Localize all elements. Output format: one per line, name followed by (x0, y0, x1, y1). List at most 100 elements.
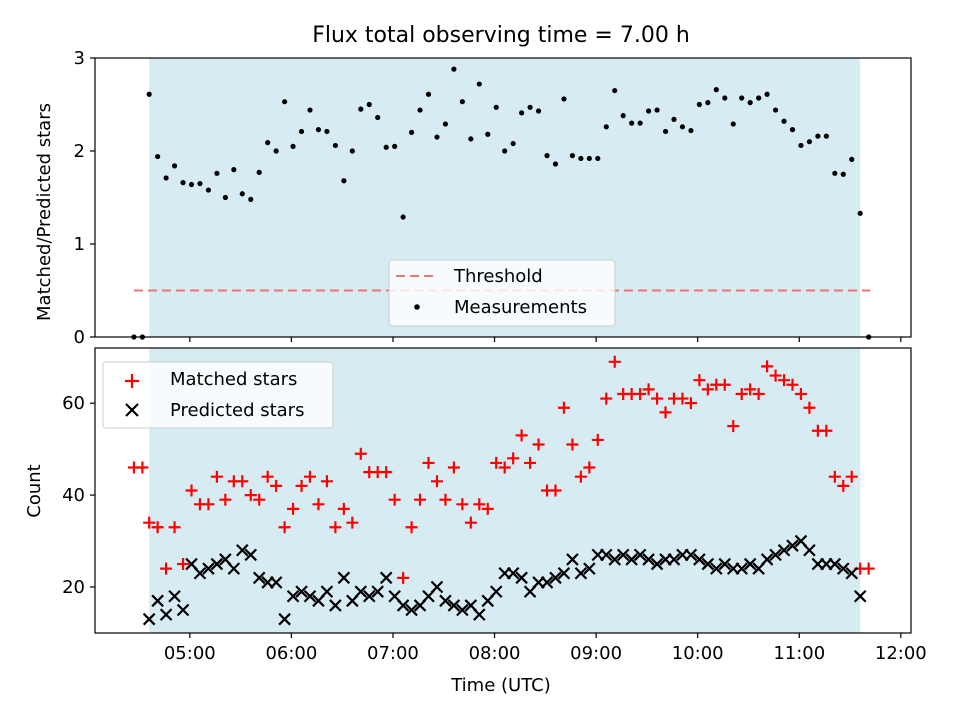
x-tick-label: 06:00 (265, 643, 317, 664)
legend-predicted-swatch (125, 403, 139, 417)
predicted-star-point (853, 589, 867, 603)
matched-star-point (498, 461, 511, 474)
matched-star-point (651, 392, 664, 405)
predicted-star-point (549, 571, 562, 585)
measurement-point (434, 134, 440, 140)
matched-star-point (845, 470, 858, 483)
predicted-star-point (760, 553, 774, 566)
predicted-star-point (168, 589, 181, 603)
matched-star-point (151, 521, 164, 534)
measurement-point (180, 180, 186, 186)
matched-star-point (549, 484, 562, 497)
measurement-point (451, 66, 457, 72)
predicted-star-point (506, 566, 520, 580)
matched-star-point (837, 479, 850, 492)
top-legend-box (388, 259, 616, 327)
measurement-point (806, 139, 813, 145)
bottom-plot-frame (94, 347, 912, 634)
matched-star-point (803, 401, 816, 414)
measurement-point (789, 127, 796, 133)
x-tick-label: 12:00 (875, 643, 927, 664)
predicted-star-point (329, 599, 342, 612)
predicted-star-point (786, 539, 799, 552)
x-tick-label: 08:00 (469, 643, 521, 664)
matched-star-point (600, 392, 613, 405)
predicted-star-point (735, 562, 748, 575)
measurement-point (578, 155, 584, 162)
top-y-tick-label: 0 (74, 327, 85, 348)
matched-star-point (312, 498, 325, 511)
predicted-star-point (616, 548, 630, 562)
measurement-point (324, 128, 330, 135)
measurement-point (332, 142, 338, 149)
legend-measurements-swatch (414, 304, 420, 310)
predicted-star-point (278, 612, 291, 626)
top-panel: 0 1 2 3 Matched/Predicted stars Threshold M… (34, 48, 912, 348)
bottom-y-tick-label: 60 (62, 393, 85, 414)
x-axis-label: Time (UTC) (450, 675, 551, 696)
measurement-point (747, 100, 753, 106)
measurement-point (290, 143, 296, 149)
measurement-point (764, 91, 770, 97)
matched-star-point (634, 387, 647, 400)
measurement-point (671, 116, 677, 122)
predicted-star-point (430, 580, 444, 594)
predicted-star-point (371, 585, 384, 598)
measurement-point (307, 107, 313, 113)
measurement-point (417, 107, 423, 113)
predicted-star-point (845, 566, 859, 580)
matched-star-point (414, 493, 427, 506)
predicted-star-point (583, 562, 596, 575)
matched-star-point (337, 502, 350, 515)
predicted-star-point (540, 576, 554, 589)
predicted-star-point (303, 589, 317, 603)
measurement-point (527, 104, 533, 110)
matched-star-point (447, 461, 460, 474)
predicted-star-point (295, 585, 308, 598)
predicted-star-point (202, 562, 215, 575)
measurement-point (519, 110, 525, 116)
predicted-star-point (693, 553, 706, 566)
measurement-point (408, 129, 415, 135)
measurement-point (442, 121, 449, 127)
measurement-point (248, 196, 254, 202)
matched-star-point (464, 516, 477, 529)
x-tick-label: 05:00 (164, 643, 216, 664)
predicted-star-point (244, 548, 258, 562)
measurement-point (146, 91, 152, 97)
matched-star-point (727, 420, 740, 433)
matched-star-point (405, 521, 418, 534)
matched-star-point (566, 438, 579, 451)
measurement-point (298, 128, 305, 135)
x-tick-label: 10:00 (672, 643, 724, 664)
predicted-stars-points (142, 534, 867, 626)
matched-star-point (574, 470, 587, 483)
measurement-point (375, 114, 381, 121)
matched-stars-points (127, 355, 875, 584)
measurement-point (696, 101, 702, 108)
legend-matched-swatch (125, 374, 139, 388)
matched-star-point (820, 424, 833, 437)
predicted-star-point (650, 557, 664, 571)
measurement-point (256, 169, 262, 175)
predicted-star-point (456, 603, 469, 617)
predicted-star-point (396, 599, 410, 612)
predicted-star-point (667, 553, 681, 566)
matched-star-point (136, 461, 149, 474)
matched-star-point (761, 360, 774, 373)
measurement-point (282, 99, 288, 105)
matched-star-point (778, 374, 791, 387)
measurement-point (535, 108, 542, 114)
measurement-point (713, 87, 719, 93)
matched-star-point (278, 521, 291, 534)
predicted-star-point (557, 566, 571, 580)
matched-star-point (481, 502, 494, 515)
predicted-star-point (439, 594, 452, 608)
matched-star-point (168, 521, 181, 534)
matched-star-point (439, 493, 452, 506)
measurement-point (679, 124, 686, 130)
predicted-star-point (489, 585, 503, 598)
predicted-star-point (743, 557, 757, 571)
measurement-point (569, 153, 576, 159)
top-y-tick-label: 1 (74, 234, 85, 255)
